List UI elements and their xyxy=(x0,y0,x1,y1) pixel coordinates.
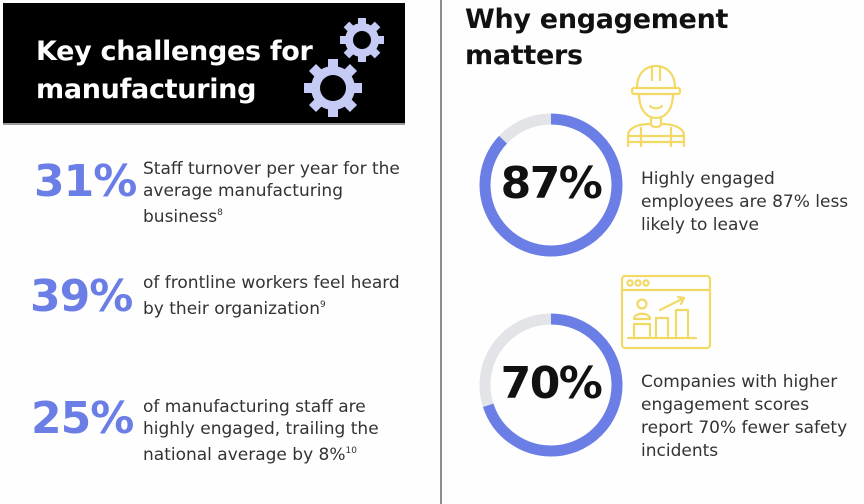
gear-icon xyxy=(340,18,384,62)
engagement-title: Why engagement matters xyxy=(465,4,729,71)
stat-description: of manufacturing staff are highly engage… xyxy=(143,397,379,465)
progress-ring-70 xyxy=(479,313,623,457)
progress-ring-87 xyxy=(479,113,623,257)
impact-description: Companies with higher engagement scores … xyxy=(641,372,848,461)
stat-value: 31% xyxy=(34,156,137,207)
stat-value: 39% xyxy=(30,271,133,322)
challenges-header: Key challenges for manufacturing xyxy=(3,3,405,125)
footnote: 9 xyxy=(319,300,326,310)
challenges-title: Key challenges for manufacturing xyxy=(36,36,313,105)
footnote: 10 xyxy=(345,446,357,456)
stat-value: 25% xyxy=(31,393,134,444)
growth-chart-dashboard-icon xyxy=(620,274,712,350)
column-divider xyxy=(440,0,442,504)
impact-description: Highly engaged employees are 87% less li… xyxy=(641,169,849,235)
footnote: 8 xyxy=(217,208,223,218)
gear-icon xyxy=(304,59,362,117)
stat-description: Staff turnover per year for the average … xyxy=(143,159,400,227)
stat-description: of frontline workers feel heard by their… xyxy=(143,273,400,319)
ring-value: 87% xyxy=(500,158,603,209)
construction-worker-icon xyxy=(626,64,686,148)
ring-value: 70% xyxy=(500,358,603,409)
